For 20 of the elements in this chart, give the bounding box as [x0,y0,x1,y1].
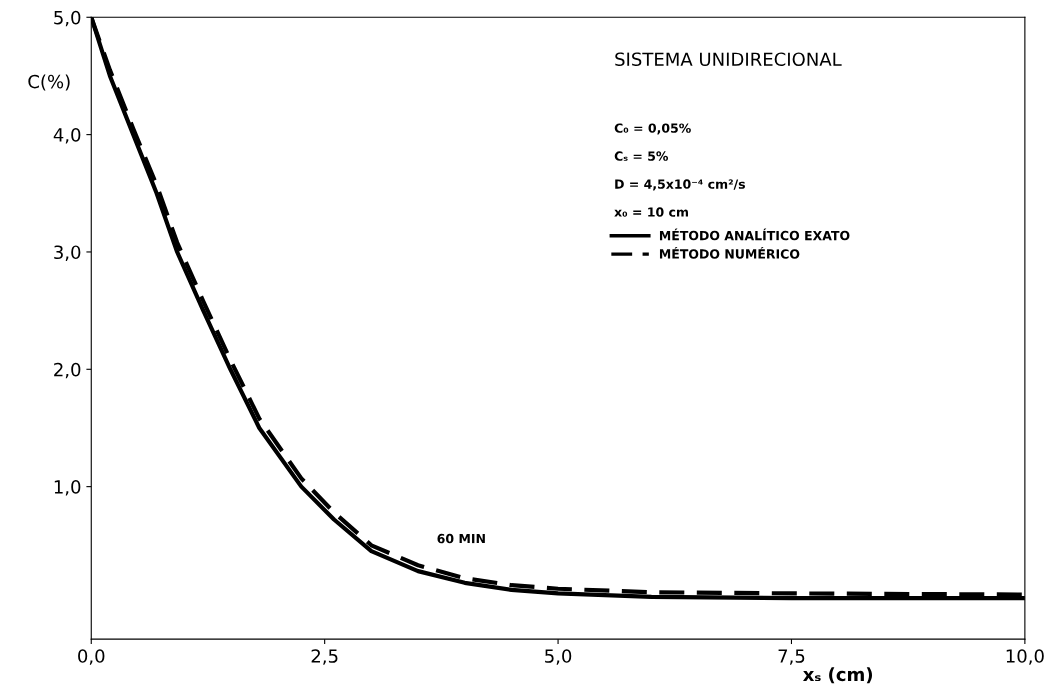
text: SISTEMA UNIDIRECIONAL [615,52,842,67]
annotation: C₀ = 0,05% [614,123,691,135]
x-tick-label: 10,0 [1006,649,1044,665]
x-tick-label: 2,5 [311,649,338,665]
legend-label: MÉTODO NUMÉRICO [659,246,800,259]
y-tick-label: 3,0 [54,245,81,261]
annotation: 60 MIN [437,533,485,544]
x-tick-label: 0,0 [78,649,105,665]
y-tick-label: 1,0 [54,480,81,496]
y-tick-label: 5,0 [54,10,81,27]
y-tick-label: 4,0 [53,128,81,144]
y-axis-title: C(%) [28,74,70,91]
annotation: Cₛ = 5% [614,151,669,161]
legend-label: MÉTODO ANALÍTICO EXATO [659,228,850,241]
annotation: D = 4,5x10⁻⁴ cm²/s [615,179,745,191]
x-axis-title: xₛ (cm) [803,667,873,684]
x-tick-label: 7,5 [778,649,805,665]
y-tick-label: 2,0 [54,362,81,379]
x-tick-label: 5,0 [545,649,572,665]
annotation: x₀ = 10 cm [614,207,688,217]
